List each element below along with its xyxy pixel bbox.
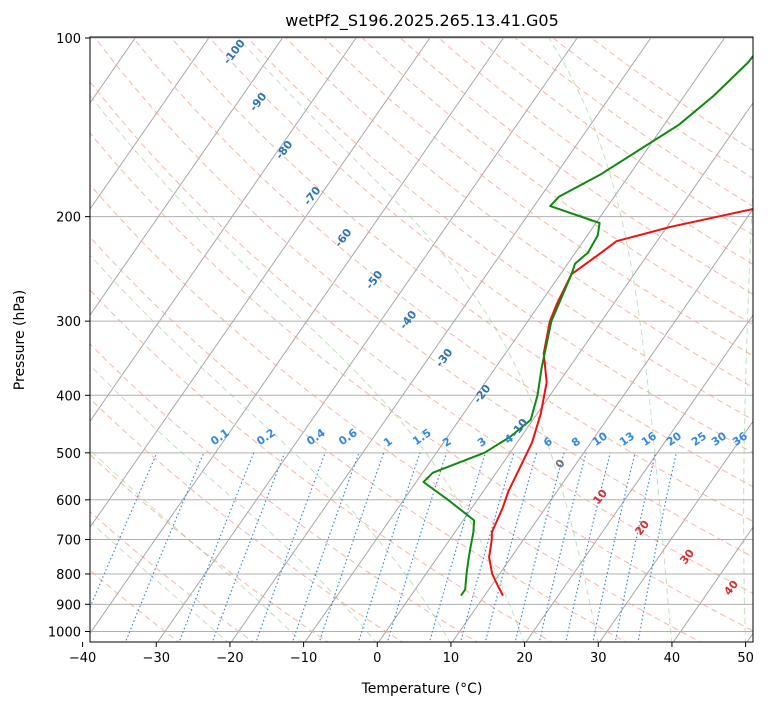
x-tick-label: 30 — [590, 651, 607, 666]
mixing-ratio-line — [255, 452, 326, 642]
moist-adiabat — [238, 37, 599, 642]
y-tick-label: 300 — [56, 315, 81, 330]
temperature-profile-line — [488, 207, 753, 597]
mixing-ratio-line — [460, 452, 515, 642]
dry-adiabat — [361, 37, 753, 326]
x-tick-label: −30 — [143, 651, 170, 666]
data-series — [422, 54, 753, 597]
mixing-ratio-line — [124, 452, 205, 642]
x-tick-label: 40 — [664, 651, 681, 666]
isotherm-line — [525, 314, 753, 642]
x-tick-label: 10 — [443, 651, 460, 666]
mixing-ratio-line — [211, 452, 286, 642]
x-tick-label: 50 — [737, 651, 754, 666]
isotherm-line — [90, 37, 357, 423]
isotherm-line — [672, 526, 753, 642]
dry-adiabat — [285, 37, 753, 389]
y-tick-label: 800 — [56, 568, 81, 583]
x-tick-label: −20 — [216, 651, 243, 666]
y-tick-label: 100 — [56, 32, 81, 47]
y-tick-label: 400 — [56, 389, 81, 404]
mixing-ratio-line — [386, 452, 448, 642]
x-tick-label: 0 — [373, 651, 381, 666]
dry-adiabat — [90, 511, 255, 642]
moist-adiabat — [90, 364, 377, 642]
isotherm-line — [90, 37, 431, 529]
x-axis-label: Temperature (°C) — [361, 681, 483, 697]
background-lines — [90, 37, 753, 642]
x-tick-label: 20 — [516, 651, 533, 666]
isotherm-line — [90, 37, 283, 317]
mixing-ratio-line — [90, 452, 158, 609]
moist-adiabat — [548, 37, 673, 642]
plot-frame — [89, 36, 754, 643]
y-tick-label: 600 — [56, 494, 81, 509]
x-tick-label: −40 — [69, 651, 96, 666]
chart-title: wetPf2_S196.2025.265.13.41.G05 — [285, 11, 559, 31]
y-tick-label: 200 — [56, 211, 81, 226]
y-tick-label: 1000 — [48, 625, 81, 640]
dry-adiabat — [90, 236, 627, 642]
y-tick-label: 500 — [56, 447, 81, 462]
y-axis-label: Pressure (hPa) — [12, 290, 28, 390]
dry-adiabat — [90, 343, 478, 642]
isotherm-line — [599, 420, 753, 642]
mixing-ratio-line — [429, 452, 486, 642]
isotherm-line — [90, 37, 210, 210]
mixing-ratio-line — [514, 452, 565, 642]
dry-adiabat — [400, 37, 753, 295]
dry-adiabat — [90, 397, 404, 642]
mixing-ratio-line — [484, 452, 538, 642]
mixing-ratio-line — [592, 452, 636, 642]
isotherm-line — [451, 208, 753, 642]
isotherm-line — [230, 37, 652, 642]
y-axis-ticks: 100 200 300 400 500 600 700 800 900 1000 — [48, 32, 90, 640]
mixing-ratio-line — [318, 452, 385, 642]
y-tick-label: 900 — [56, 598, 81, 613]
x-axis-ticks: −40 −30 −20 −10 0 10 20 30 40 50 — [69, 642, 754, 666]
dry-adiabat — [90, 132, 753, 632]
moist-adiabat — [90, 520, 229, 642]
mixing-ratio-line — [178, 452, 255, 642]
dry-adiabat — [247, 37, 753, 421]
isotherm-line — [90, 37, 504, 635]
y-tick-label: 700 — [56, 534, 81, 549]
x-tick-label: −10 — [290, 651, 317, 666]
mixing-ratio-line — [357, 452, 421, 642]
dewpoint-profile-line — [422, 54, 753, 597]
isotherm-line — [378, 102, 753, 642]
moist-adiabat — [90, 94, 525, 642]
dry-adiabat — [94, 37, 753, 558]
dry-adiabat — [90, 183, 702, 642]
moist-adiabat — [90, 254, 451, 642]
moist-adiabat — [743, 174, 753, 642]
dry-adiabat — [90, 289, 553, 642]
mixing-ratio-line — [291, 452, 360, 642]
mixing-ratio-line — [538, 452, 587, 642]
moist-adiabat — [90, 449, 303, 642]
isotherm-line — [157, 37, 578, 642]
dry-adiabat — [171, 37, 753, 488]
dry-adiabat — [90, 81, 753, 594]
dry-adiabat — [209, 37, 753, 454]
mixing-ratio-line — [565, 452, 611, 642]
